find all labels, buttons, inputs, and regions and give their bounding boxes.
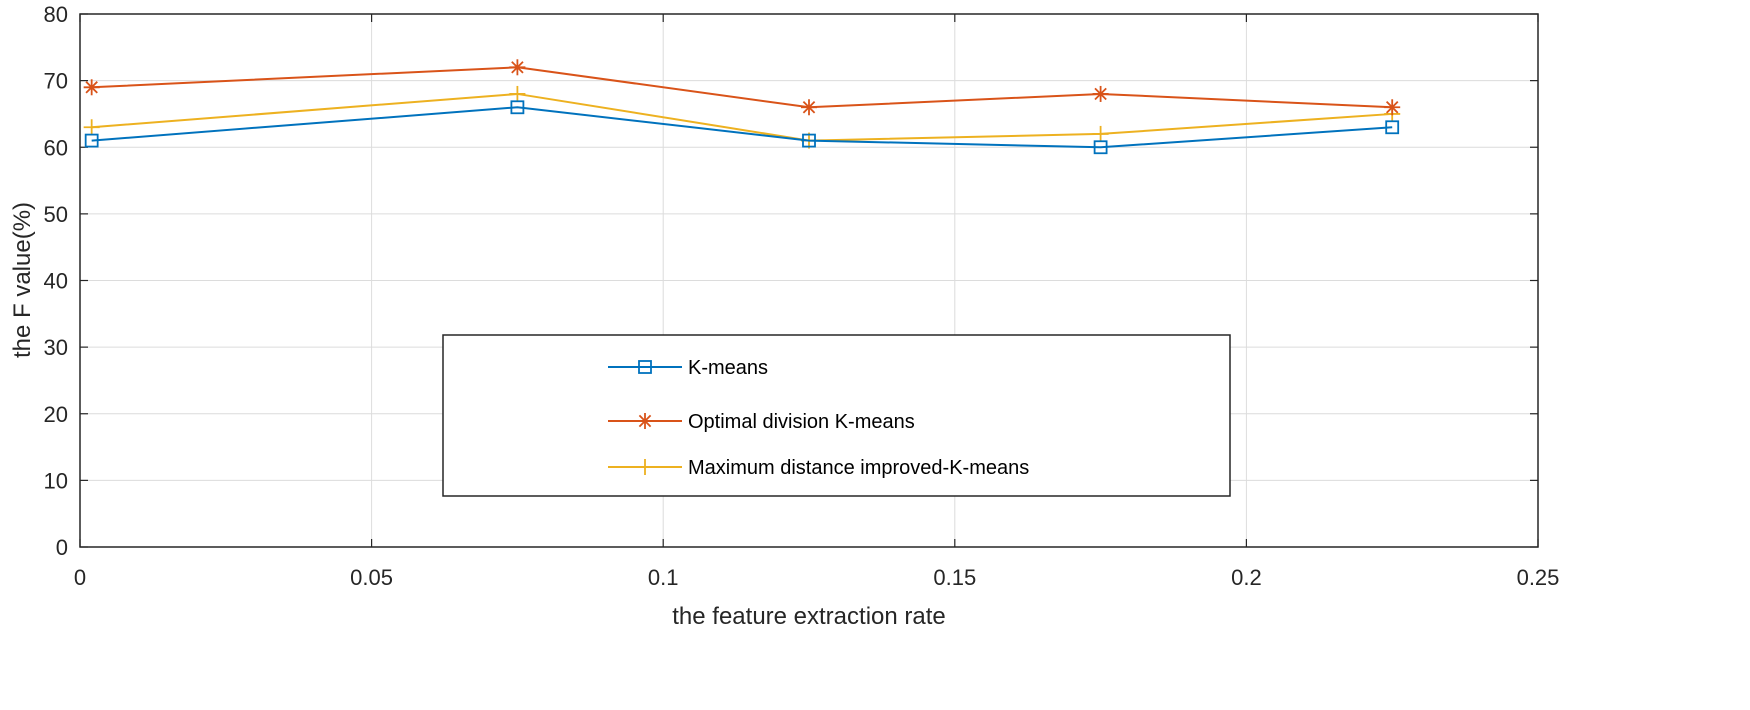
data-point: [84, 133, 99, 148]
x-tick-label: 0.1: [648, 565, 679, 590]
data-point: [802, 133, 816, 148]
marker-stroke: [85, 81, 98, 94]
series-line: [91, 66, 1393, 109]
legend-marker: [637, 459, 653, 475]
legend-label: Maximum distance improved-K-means: [688, 457, 1029, 479]
x-tick-label: 0.2: [1231, 565, 1262, 590]
y-tick-label: 70: [44, 69, 68, 94]
y-tick-label: 20: [44, 402, 68, 427]
data-point: [1092, 85, 1109, 102]
marker-square: [1385, 120, 1400, 135]
data-point: [510, 100, 525, 115]
y-tick-label: 60: [44, 135, 68, 160]
data-point: [801, 99, 817, 116]
data-point: [1384, 99, 1401, 116]
x-axis-title: the feature extraction rate: [672, 603, 946, 630]
legend-item: Optimal division K-means: [608, 411, 915, 433]
y-axis-title: the F value(%): [9, 202, 36, 358]
y-tick-label: 50: [44, 202, 68, 227]
data-point: [83, 119, 100, 136]
data-point: [509, 59, 526, 76]
series-1: [84, 100, 1400, 155]
y-tick-label: 40: [44, 269, 68, 294]
marker-square: [1093, 140, 1108, 155]
legend: K-means Optimal division K-means Maximum d…: [442, 334, 1231, 497]
y-axis: 0 10 20 30 40 50 60 70 80: [44, 2, 1538, 560]
marker-square: [510, 100, 525, 115]
x-tick-label: 0.25: [1517, 565, 1560, 590]
data-point: [1093, 140, 1108, 155]
series-3: [83, 85, 1401, 149]
marker-stroke: [511, 61, 524, 74]
legend-label: K-means: [688, 357, 768, 379]
legend-item: K-means: [608, 357, 768, 379]
legend-label: Optimal division K-means: [688, 411, 915, 433]
data-point: [1385, 120, 1400, 135]
legend-box: [442, 334, 1231, 497]
series-2: [83, 59, 1401, 116]
marker-stroke: [638, 414, 652, 428]
marker-stroke: [1094, 87, 1107, 101]
marker-square: [84, 133, 99, 148]
x-tick-label: 0: [74, 565, 86, 590]
data-point: [509, 85, 526, 102]
x-tick-label: 0.15: [933, 565, 976, 590]
legend-item: Maximum distance improved-K-means: [608, 457, 1029, 479]
series-line: [91, 106, 1393, 149]
y-tick-label: 0: [56, 535, 68, 560]
marker-stroke: [802, 101, 816, 114]
y-tick-label: 10: [44, 468, 68, 493]
series-group: [83, 59, 1401, 155]
data-point: [83, 79, 100, 96]
legend-marker: [637, 413, 653, 429]
y-tick-label: 30: [44, 335, 68, 360]
x-axis: 0 0.05 0.1 0.15 0.2 0.25: [74, 14, 1560, 590]
y-tick-label: 80: [44, 2, 68, 27]
x-tick-label: 0.05: [350, 565, 393, 590]
marker-square: [802, 133, 816, 148]
legend-marker: [638, 360, 652, 374]
data-point: [1092, 125, 1109, 142]
marker-stroke: [1385, 101, 1399, 114]
marker-square: [638, 360, 652, 374]
